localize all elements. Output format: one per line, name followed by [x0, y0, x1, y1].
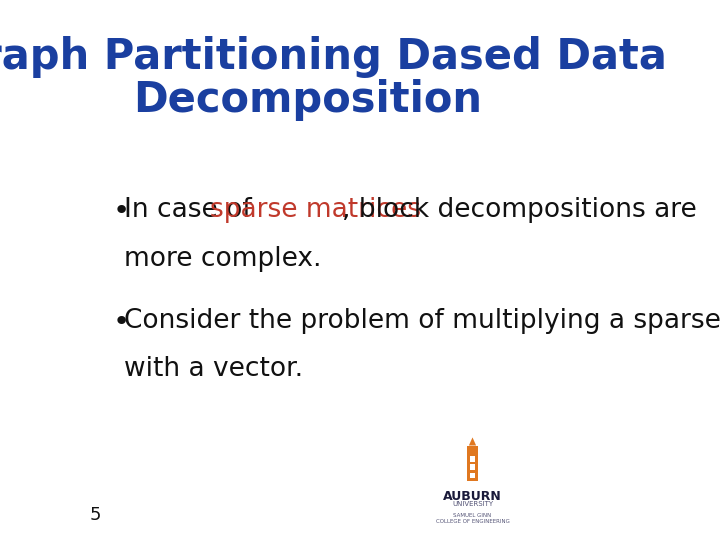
FancyBboxPatch shape — [469, 456, 475, 462]
Text: UNIVERSITY: UNIVERSITY — [452, 501, 493, 507]
Text: •: • — [112, 308, 130, 336]
FancyBboxPatch shape — [469, 464, 475, 470]
Text: 5: 5 — [90, 506, 102, 524]
FancyBboxPatch shape — [469, 472, 475, 478]
Text: SAMUEL GINN
COLLEGE OF ENGINEERING: SAMUEL GINN COLLEGE OF ENGINEERING — [436, 513, 510, 524]
Text: Decomposition: Decomposition — [132, 79, 482, 121]
Text: In case of: In case of — [124, 197, 260, 223]
Polygon shape — [469, 437, 476, 446]
Text: , block decompositions are: , block decompositions are — [342, 197, 697, 223]
Text: with a vector.: with a vector. — [124, 356, 303, 382]
Text: Graph Partitioning Dased Data: Graph Partitioning Dased Data — [0, 36, 667, 78]
Text: more complex.: more complex. — [124, 246, 321, 272]
FancyBboxPatch shape — [467, 446, 478, 481]
Text: AUBURN: AUBURN — [443, 490, 502, 503]
Text: Consider the problem of multiplying a sparse matrix: Consider the problem of multiplying a sp… — [124, 308, 720, 334]
Text: sparse matrices: sparse matrices — [210, 197, 420, 223]
Text: •: • — [112, 197, 130, 225]
